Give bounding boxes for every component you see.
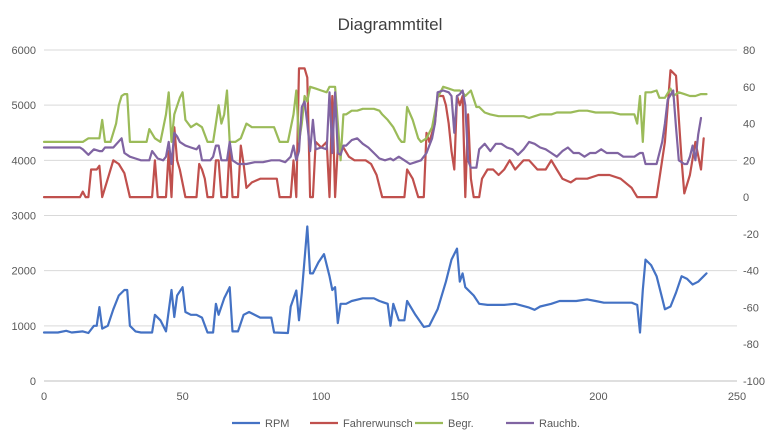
- x-tick-label: 0: [41, 391, 47, 403]
- series-line-begr: [42, 85, 708, 162]
- y2-tick-label: -20: [743, 229, 759, 241]
- y2-tick-label: -40: [743, 266, 759, 278]
- legend-label: Begr.: [448, 418, 474, 430]
- x-tick-label: 150: [451, 391, 469, 403]
- x-tick-label: 100: [312, 391, 330, 403]
- legend-item: Fahrerwunsch: [310, 418, 413, 430]
- x-tick-label: 250: [728, 391, 746, 403]
- y2-tick-label: -100: [743, 376, 765, 388]
- x-axis: 0 50 100 150 200 250: [41, 380, 746, 403]
- y-tick-label: 1000: [12, 321, 36, 333]
- y2-tick-label: -60: [743, 302, 759, 314]
- series-layer: [42, 67, 708, 335]
- legend-label: Rauchb.: [539, 418, 580, 430]
- series-line-rauchb: [42, 89, 703, 169]
- series-line-fahrerwunsch: [42, 67, 705, 199]
- legend-label: Fahrerwunsch: [343, 418, 413, 430]
- chart-title: Diagrammtitel: [338, 15, 443, 34]
- y-tick-label: 4000: [12, 155, 36, 167]
- y-tick-label: 3000: [12, 211, 36, 223]
- y-axis-right: -100 -80 -60 -40 -20 0 20 40 60 80: [743, 45, 765, 388]
- x-tick-label: 50: [176, 391, 188, 403]
- y2-tick-label: 80: [743, 45, 755, 57]
- y-tick-label: 2000: [12, 266, 36, 278]
- y2-tick-label: 40: [743, 119, 755, 131]
- y-tick-label: 0: [30, 376, 36, 388]
- y-tick-label: 6000: [12, 45, 36, 57]
- legend: RPM Fahrerwunsch Begr. Rauchb.: [232, 418, 580, 430]
- y-tick-label: 5000: [12, 100, 36, 112]
- legend-item: RPM: [232, 418, 289, 430]
- y2-tick-label: 60: [743, 82, 755, 94]
- y2-tick-label: -80: [743, 339, 759, 351]
- y2-tick-label: 20: [743, 155, 755, 167]
- y2-tick-label: 0: [743, 192, 749, 204]
- legend-label: RPM: [265, 418, 289, 430]
- gridlines: [44, 49, 737, 382]
- legend-item: Begr.: [415, 418, 474, 430]
- y-axis-left: 0 1000 2000 3000 4000 5000 6000: [12, 45, 36, 388]
- series-line-rpm: [42, 225, 708, 335]
- x-tick-label: 200: [589, 391, 607, 403]
- legend-item: Rauchb.: [506, 418, 580, 430]
